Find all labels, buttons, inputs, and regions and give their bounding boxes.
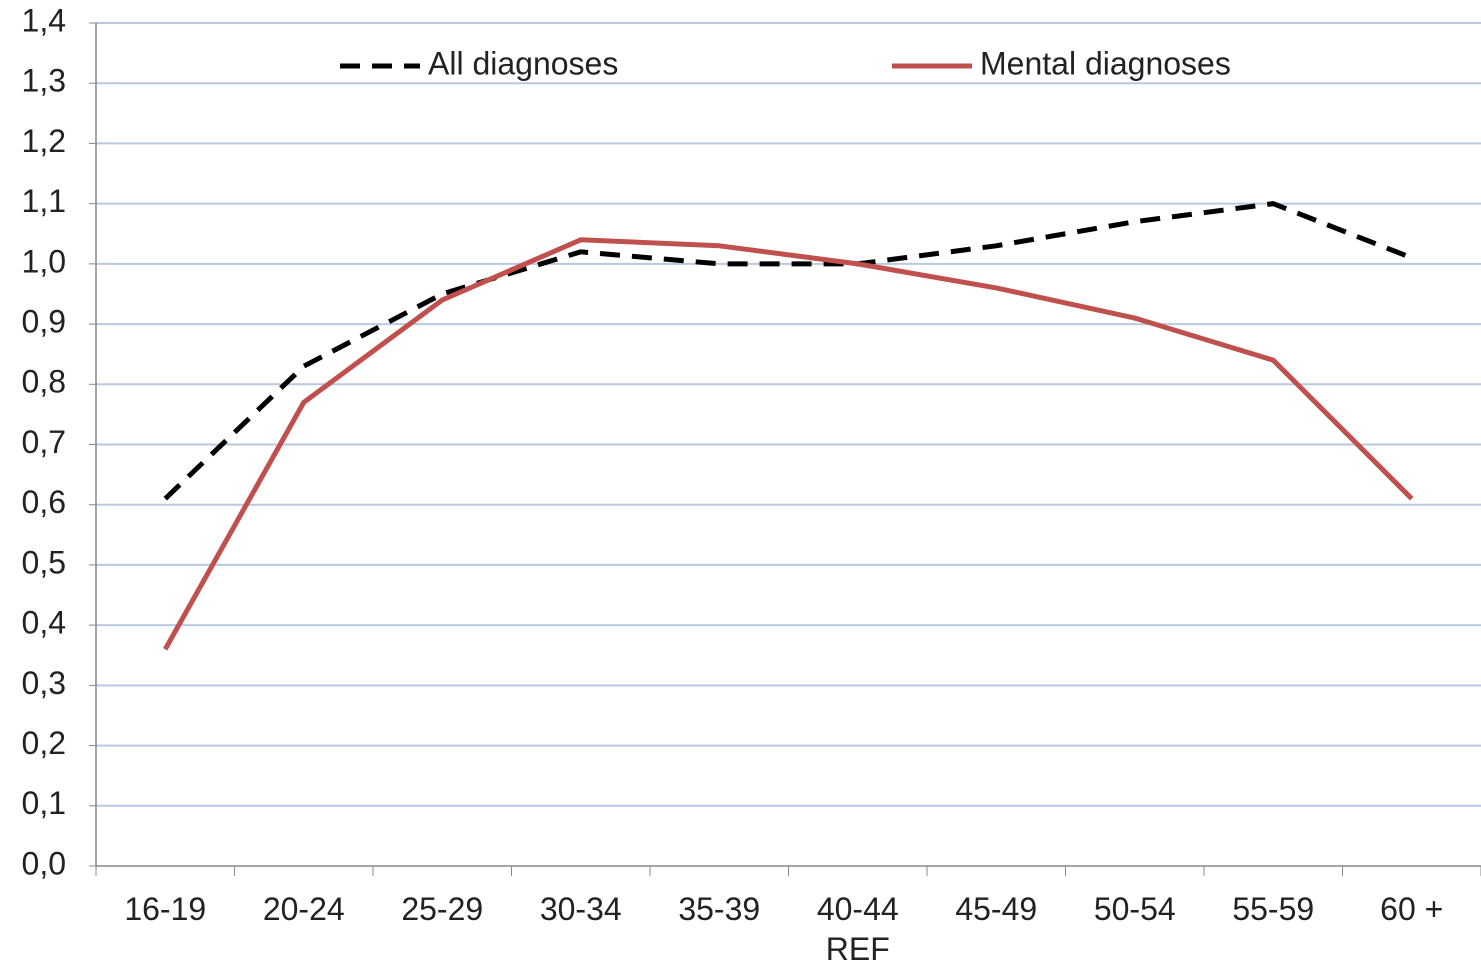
y-tick-label: 1,3: [22, 63, 66, 99]
legend-label: Mental diagnoses: [980, 45, 1231, 81]
y-tick-label: 0,9: [22, 304, 66, 340]
y-tick-label: 0,8: [22, 364, 66, 400]
x-tick-label: 25-29: [401, 891, 483, 927]
x-tick-label: 60 +: [1380, 891, 1443, 927]
x-tick-label: 20-24: [263, 891, 345, 927]
x-tick-label: 50-54: [1094, 891, 1176, 927]
x-tick-label: 55-59: [1232, 891, 1314, 927]
y-tick-label: 1,0: [22, 243, 66, 279]
x-tick-label: 40-44 REF: [817, 891, 899, 967]
y-tick-label: 0,1: [22, 785, 66, 821]
y-tick-label: 1,1: [22, 183, 66, 219]
x-tick-label: 35-39: [678, 891, 760, 927]
y-tick-label: 1,2: [22, 123, 66, 159]
x-tick-label: 30-34: [540, 891, 622, 927]
y-tick-label: 0,6: [22, 484, 66, 520]
series-line: [163, 201, 1413, 501]
x-tick-label: 45-49: [955, 891, 1037, 927]
y-tick-label: 0,0: [22, 845, 66, 881]
y-tick-label: 0,7: [22, 424, 66, 460]
legend-label: All diagnoses: [428, 45, 618, 81]
y-tick-label: 0,5: [22, 544, 66, 580]
y-tick-label: 0,2: [22, 725, 66, 761]
y-tick-label: 0,3: [22, 665, 66, 701]
y-tick-label: 0,4: [22, 605, 66, 641]
x-tick-label: 16-19: [124, 891, 206, 927]
series-line: [163, 237, 1414, 651]
y-tick-label: 1,4: [22, 2, 66, 38]
